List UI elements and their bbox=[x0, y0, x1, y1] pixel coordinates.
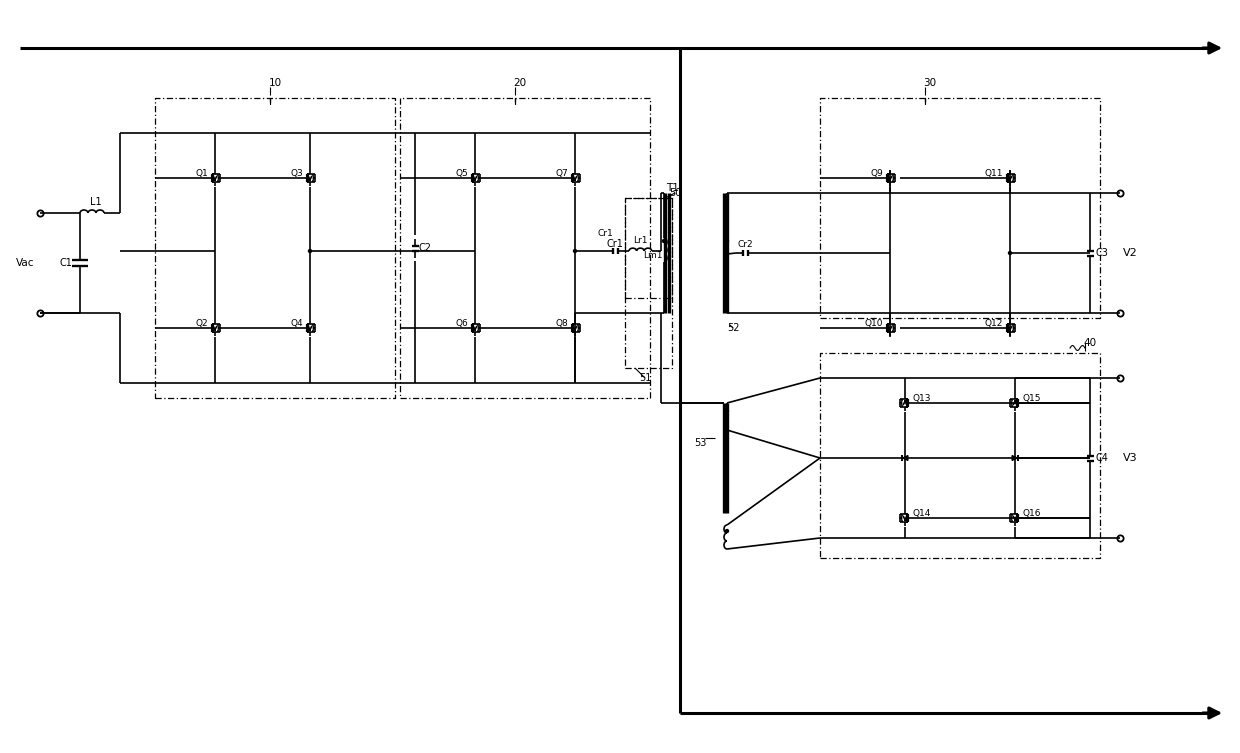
Text: T1: T1 bbox=[667, 183, 680, 193]
Polygon shape bbox=[477, 326, 480, 330]
Polygon shape bbox=[312, 326, 315, 330]
Text: Q8: Q8 bbox=[556, 319, 568, 328]
Polygon shape bbox=[893, 326, 895, 330]
Text: Cr1: Cr1 bbox=[606, 239, 624, 248]
Text: C4: C4 bbox=[1096, 453, 1109, 463]
Text: Q14: Q14 bbox=[913, 509, 930, 518]
Circle shape bbox=[309, 249, 311, 252]
Text: C3: C3 bbox=[1096, 248, 1109, 258]
Polygon shape bbox=[1012, 456, 1018, 461]
Text: Q4: Q4 bbox=[290, 319, 303, 328]
Text: Q12: Q12 bbox=[985, 319, 1003, 328]
Polygon shape bbox=[900, 516, 901, 520]
Polygon shape bbox=[901, 456, 908, 461]
Circle shape bbox=[725, 239, 729, 242]
Polygon shape bbox=[901, 456, 908, 461]
Text: 10: 10 bbox=[268, 78, 281, 88]
Polygon shape bbox=[1013, 176, 1016, 180]
Text: V2: V2 bbox=[1122, 248, 1137, 258]
Circle shape bbox=[573, 249, 577, 252]
Text: 30: 30 bbox=[924, 78, 936, 88]
Circle shape bbox=[725, 529, 729, 532]
Text: Q1: Q1 bbox=[195, 169, 208, 178]
Text: 40: 40 bbox=[1084, 338, 1096, 348]
Polygon shape bbox=[218, 176, 221, 180]
Text: Q9: Q9 bbox=[870, 169, 883, 178]
Text: Q16: Q16 bbox=[1022, 509, 1040, 518]
Text: Vac: Vac bbox=[16, 258, 35, 268]
Text: Lm1: Lm1 bbox=[644, 251, 662, 260]
Polygon shape bbox=[900, 401, 901, 405]
Polygon shape bbox=[477, 176, 480, 180]
Text: Q2: Q2 bbox=[195, 319, 208, 328]
Text: Q7: Q7 bbox=[556, 169, 568, 178]
Polygon shape bbox=[578, 176, 580, 180]
Polygon shape bbox=[893, 176, 895, 180]
Circle shape bbox=[1008, 252, 1012, 255]
Text: Cr2: Cr2 bbox=[738, 239, 753, 248]
Polygon shape bbox=[218, 326, 221, 330]
Text: C2: C2 bbox=[419, 243, 432, 253]
Circle shape bbox=[725, 410, 729, 413]
Polygon shape bbox=[312, 176, 315, 180]
Text: Lr1: Lr1 bbox=[634, 236, 647, 245]
Text: Q10: Q10 bbox=[864, 319, 883, 328]
Polygon shape bbox=[1012, 456, 1018, 461]
Text: Q6: Q6 bbox=[455, 319, 467, 328]
Text: Q5: Q5 bbox=[455, 169, 467, 178]
Polygon shape bbox=[578, 326, 580, 330]
Polygon shape bbox=[1009, 401, 1012, 405]
Text: 51: 51 bbox=[639, 373, 651, 383]
Text: 50: 50 bbox=[668, 188, 681, 198]
Text: V3: V3 bbox=[1122, 453, 1137, 463]
Text: L1: L1 bbox=[91, 197, 102, 207]
Text: Cr1: Cr1 bbox=[598, 228, 613, 237]
Text: Q13: Q13 bbox=[913, 394, 931, 403]
Text: 52: 52 bbox=[727, 323, 739, 333]
Text: 53: 53 bbox=[694, 438, 707, 448]
Circle shape bbox=[662, 239, 666, 242]
Polygon shape bbox=[1009, 516, 1012, 520]
Text: Q11: Q11 bbox=[985, 169, 1003, 178]
Text: Q15: Q15 bbox=[1022, 394, 1040, 403]
Text: C1: C1 bbox=[60, 258, 72, 268]
Text: 20: 20 bbox=[513, 78, 527, 88]
Text: Q3: Q3 bbox=[290, 169, 303, 178]
Polygon shape bbox=[1013, 326, 1016, 330]
